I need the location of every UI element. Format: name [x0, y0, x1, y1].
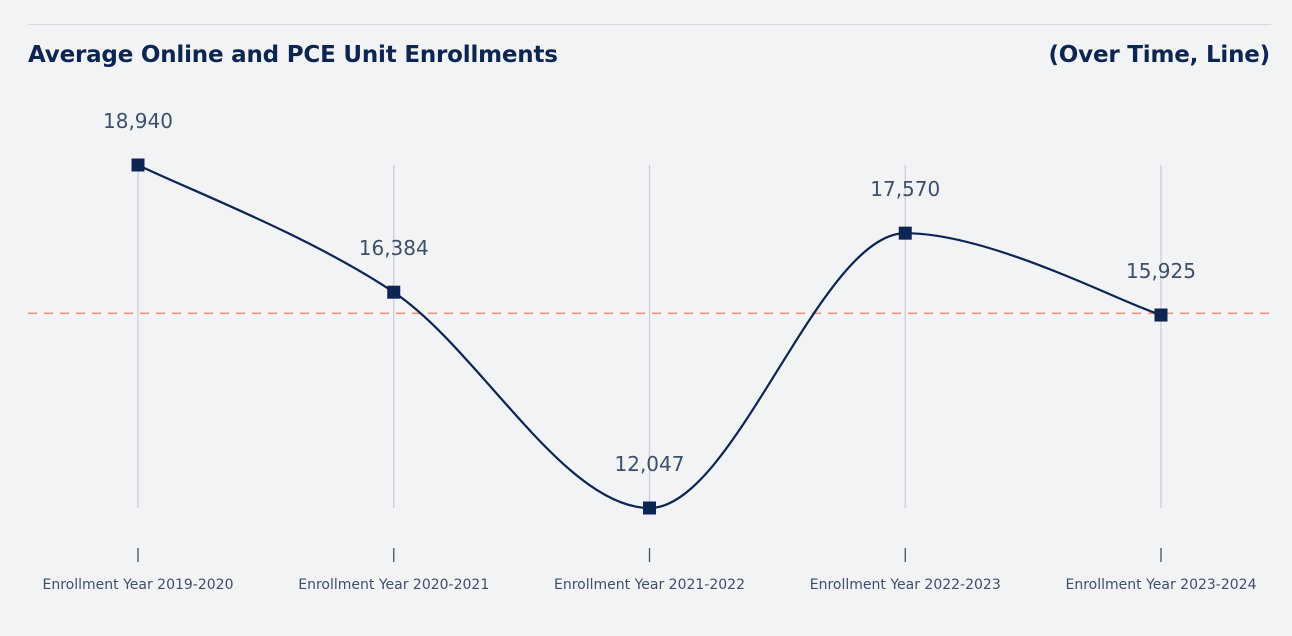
- data-label: 16,384: [359, 236, 429, 260]
- data-point-marker[interactable]: [131, 158, 145, 172]
- data-label: 18,940: [103, 109, 173, 133]
- data-label: 17,570: [870, 177, 940, 201]
- data-point-marker[interactable]: [387, 285, 401, 299]
- data-point-marker[interactable]: [643, 501, 656, 515]
- x-tick-label: Enrollment Year 2019-2020: [43, 577, 234, 593]
- data-label: 15,925: [1126, 259, 1196, 283]
- chart-title: Average Online and PCE Unit Enrollments: [28, 42, 558, 68]
- x-tick-label: Enrollment Year 2021-2022: [554, 577, 745, 593]
- marker-layer: [131, 158, 1168, 515]
- grid-lines: [137, 165, 1162, 508]
- x-axis-ticks: Enrollment Year 2019-2020 Enrollment Year…: [43, 548, 1257, 593]
- data-point-marker[interactable]: [1154, 308, 1168, 322]
- data-label-layer: 18,940 16,384 12,047 17,570 15,925: [103, 109, 1196, 476]
- data-point-marker[interactable]: [898, 226, 912, 240]
- chart-subtitle: (Over Time, Line): [1048, 42, 1270, 68]
- x-tick-label: Enrollment Year 2023-2024: [1066, 577, 1257, 593]
- data-label: 12,047: [615, 452, 685, 476]
- x-tick-label: Enrollment Year 2022-2023: [810, 577, 1001, 593]
- top-divider: [28, 24, 1271, 25]
- x-tick-label: Enrollment Year 2020-2021: [298, 577, 489, 593]
